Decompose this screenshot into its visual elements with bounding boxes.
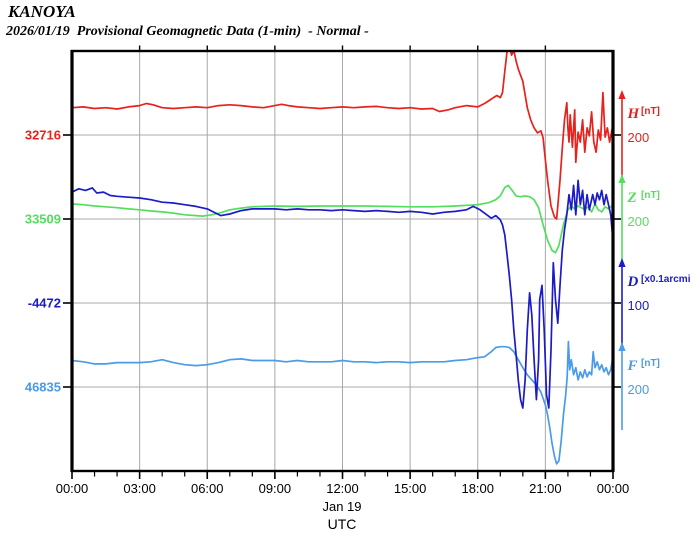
grid-layer [72, 51, 613, 471]
x-tick-label: 21:00 [529, 481, 562, 496]
channel-letter-D: D [627, 274, 639, 290]
series-line-Z [72, 184, 613, 254]
channel-letter-H: H [627, 106, 641, 122]
series-layer [72, 51, 613, 465]
x-tick-label: 00:00 [56, 481, 89, 496]
x-tick-label: 09:00 [259, 481, 292, 496]
x-tick-label: 12:00 [326, 481, 359, 496]
scale-arrowhead-H [618, 90, 626, 99]
channel-unit-F: [nT] [641, 358, 660, 369]
scale-arrowhead-Z [618, 174, 626, 183]
station-name: KANOYA [8, 2, 76, 21]
date-label: Jan 19 [322, 499, 361, 514]
channel-letter-F: F [627, 358, 638, 374]
scale-arrowhead-D [618, 258, 626, 267]
scale-value-D: 100 [628, 298, 650, 313]
series-line-D [72, 179, 613, 409]
ref-value-label-D: -4472 [28, 296, 61, 311]
ref-value-label-Z: 33509 [25, 212, 61, 227]
x-tick-label: 03:00 [123, 481, 156, 496]
axis-layer [63, 45, 621, 479]
ref-value-label-F: 46835 [25, 380, 61, 395]
scale-value-Z: 200 [628, 214, 650, 229]
scale-arrowhead-F [618, 342, 626, 351]
timezone-label: UTC [328, 516, 357, 532]
plot-subtitle: 2026/01/19 Provisional Geomagnetic Data … [6, 24, 369, 39]
channel-unit-H: [nT] [641, 106, 660, 117]
x-tick-label: 18:00 [461, 481, 494, 496]
series-line-H [72, 51, 613, 220]
x-tick-label: 00:00 [597, 481, 630, 496]
ref-value-label-H: 32716 [25, 128, 61, 143]
x-tick-label: 15:00 [394, 481, 427, 496]
scale-value-H: 200 [628, 130, 650, 145]
scale-value-F: 200 [628, 382, 650, 397]
x-tick-label: 06:00 [191, 481, 224, 496]
channel-letter-Z: Z [627, 190, 637, 206]
channel-unit-D: [x0.1arcmi [641, 274, 691, 285]
channel-unit-Z: [nT] [641, 190, 660, 201]
series-line-F [72, 340, 613, 465]
axis-labels-layer: Jan 19 UTC 32716 33509 -4472 46835 00:00 03:0… [25, 128, 629, 533]
